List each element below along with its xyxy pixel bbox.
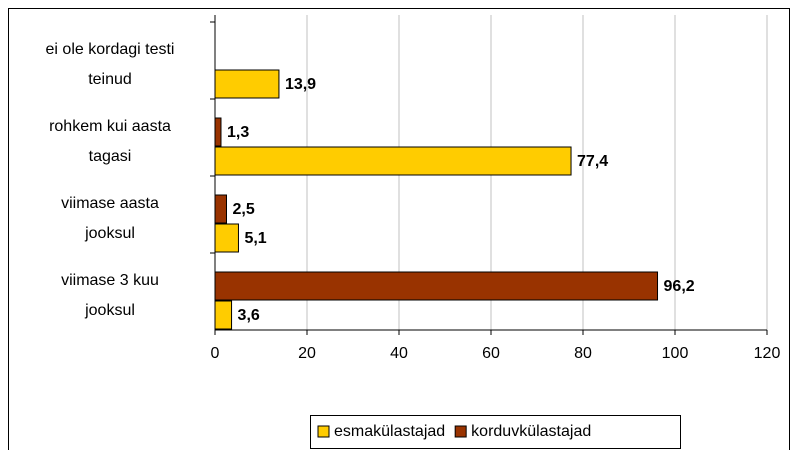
bar <box>214 146 572 176</box>
value-label: 3,6 <box>238 307 260 324</box>
bar <box>214 300 233 330</box>
bar <box>214 194 227 224</box>
x-tick-label: 20 <box>298 345 316 362</box>
category-label: ei ole kordagi testi teinud <box>45 40 175 88</box>
legend-swatch <box>454 425 467 438</box>
bar <box>214 117 222 147</box>
category-label: viimase aasta jooksul <box>61 194 159 242</box>
x-tick-label: 60 <box>482 345 500 362</box>
chart-border <box>8 8 790 450</box>
legend-label: korduvkülastajad <box>471 423 591 440</box>
legend-swatch <box>317 425 330 438</box>
value-label: 96,2 <box>664 278 695 295</box>
category-label: rohkem kui aasta tagasi <box>49 117 171 165</box>
value-label: 77,4 <box>577 153 608 170</box>
bar <box>214 69 280 99</box>
x-tick-label: 120 <box>754 345 781 362</box>
x-tick-label: 0 <box>211 345 220 362</box>
x-tick-label: 80 <box>574 345 592 362</box>
bar <box>214 223 239 253</box>
value-label: 1,3 <box>227 124 249 141</box>
legend-label: esmakülastajad <box>334 423 445 440</box>
bar <box>214 271 659 301</box>
category-label: viimase 3 kuu jooksul <box>61 271 159 319</box>
value-label: 2,5 <box>233 201 255 218</box>
legend-box <box>310 415 681 449</box>
value-label: 5,1 <box>244 230 266 247</box>
value-label: 13,9 <box>285 76 316 93</box>
x-tick-label: 40 <box>390 345 408 362</box>
x-tick-label: 100 <box>662 345 689 362</box>
